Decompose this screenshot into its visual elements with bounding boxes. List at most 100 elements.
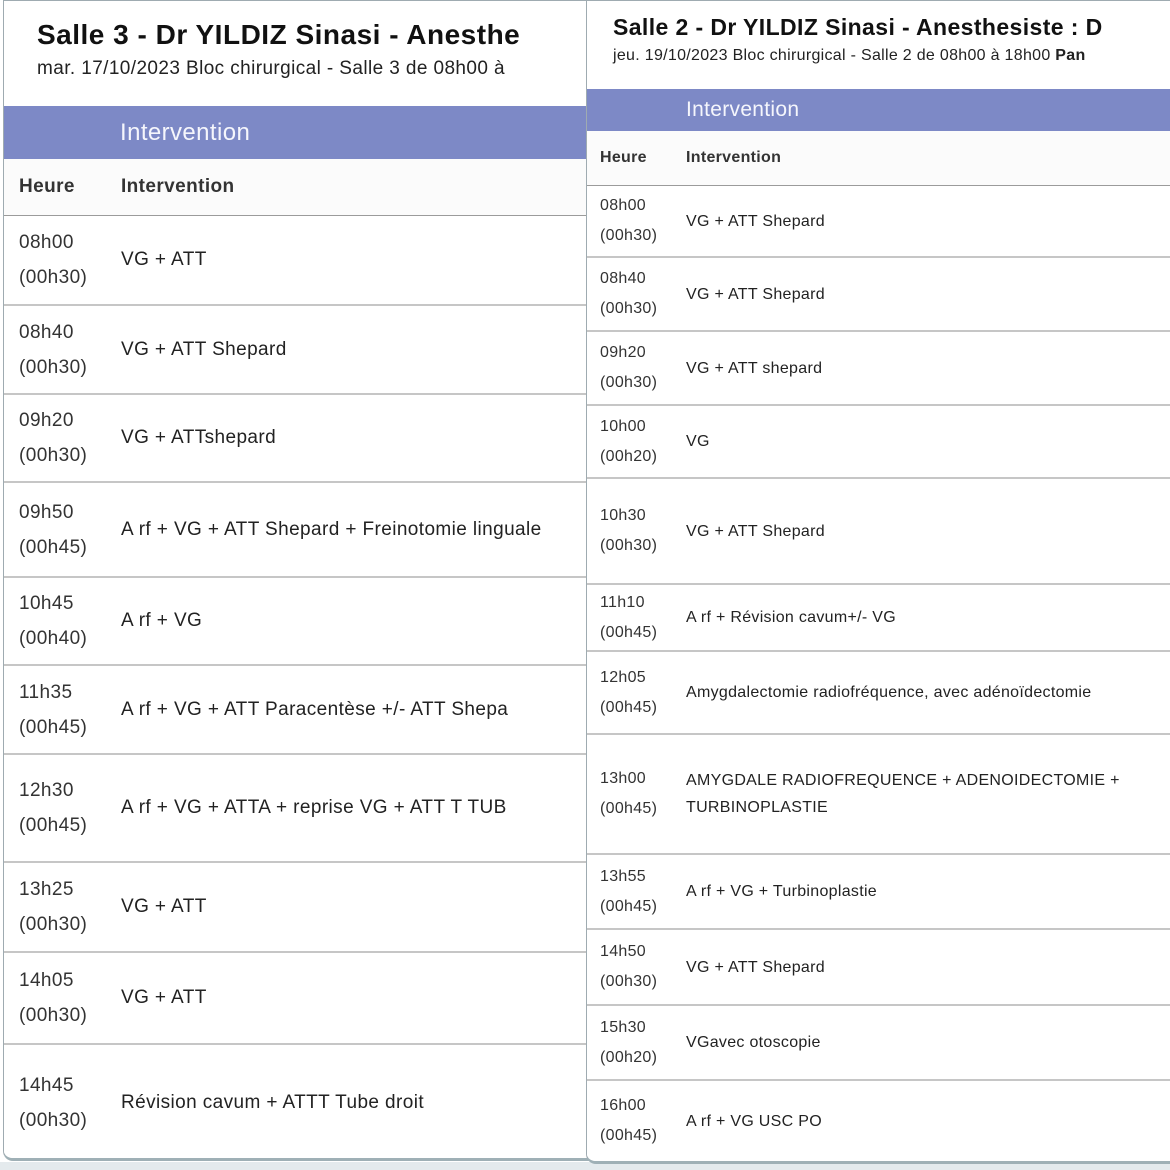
time-cell: 11h35 (00h45)	[4, 666, 121, 753]
column-header-intervention: Intervention	[121, 176, 235, 197]
start-time: 10h45	[19, 593, 74, 614]
time-cell: 13h00 (00h45)	[587, 735, 686, 853]
time-cell: 08h40 (00h30)	[4, 306, 121, 393]
intervention-cell: A rf + VG + ATT Paracentèse +/- ATT Shep…	[121, 666, 777, 753]
intervention-label: A rf + VG	[121, 610, 203, 631]
time-cell: 08h00 (00h30)	[4, 216, 121, 304]
duration: (00h45)	[600, 1127, 658, 1144]
intervention-label: VG + ATT shepard	[686, 359, 823, 377]
time-cell: 10h00 (00h20)	[587, 406, 686, 477]
panel-title: Salle 3 - Dr YILDIZ Sinasi - Anesthe	[37, 19, 521, 50]
intervention-cell: VG + ATT Shepard	[686, 186, 1170, 256]
start-time: 12h05	[600, 668, 646, 686]
intervention-cell: Amygdalectomie radiofréquence, avec adén…	[686, 652, 1170, 733]
table-row[interactable]: 13h00 (00h45) AMYGDALE RADIOFREQUENCE + …	[587, 733, 1170, 853]
time-cell: 10h45 (00h40)	[4, 578, 121, 664]
panel-subtitle: jeu. 19/10/2023 Bloc chirurgical - Salle…	[613, 47, 1170, 65]
intervention-cell: A rf + VG + ATTA + reprise VG + ATT T TU…	[121, 755, 777, 861]
intervention-section-bar: Intervention	[587, 89, 1170, 131]
time-cell: 12h30 (00h45)	[4, 755, 121, 861]
intervention-cell: VG	[686, 406, 1170, 477]
table-row[interactable]: 16h00 (00h45) A rf + VG USC PO	[587, 1079, 1170, 1161]
intervention-cell: A rf + VG + Turbinoplastie	[686, 855, 1170, 928]
duration: (00h30)	[19, 1110, 88, 1131]
table-row[interactable]: 14h50 (00h30) VG + ATT Shepard	[587, 928, 1170, 1004]
table-header-row: Heure Intervention	[587, 131, 1170, 186]
intervention-cell: VG + ATT	[121, 863, 777, 951]
time-cell: 14h50 (00h30)	[587, 930, 686, 1004]
table-row[interactable]: 12h05 (00h45) Amygdalectomie radiofréque…	[587, 650, 1170, 733]
table-row[interactable]: 10h30 (00h30) VG + ATT Shepard	[587, 477, 1170, 583]
start-time: 08h00	[600, 197, 646, 214]
duration: (00h45)	[600, 897, 658, 915]
start-time: 13h55	[600, 867, 646, 885]
intervention-label: VG + ATTshepard	[121, 427, 277, 448]
start-time: 08h40	[600, 270, 646, 287]
panel-subtitle-text: jeu. 19/10/2023 Bloc chirurgical - Salle…	[613, 47, 1056, 64]
start-time: 13h00	[600, 770, 646, 787]
duration: (00h30)	[19, 356, 88, 378]
time-cell: 09h20 (00h30)	[4, 395, 121, 481]
start-time: 10h00	[600, 417, 646, 435]
duration: (00h30)	[600, 973, 658, 990]
intervention-label: VG + ATT	[121, 896, 207, 917]
panel-title: Salle 2 - Dr YILDIZ Sinasi - Anesthesist…	[613, 14, 1103, 40]
intervention-label: VG + ATT Shepard	[686, 212, 825, 230]
table-row[interactable]: 09h20 (00h30) VG + ATT shepard	[587, 330, 1170, 404]
start-time: 08h00	[19, 232, 74, 253]
intervention-cell: A rf + Révision cavum+/- VG	[686, 585, 1170, 650]
duration: (00h30)	[19, 267, 88, 288]
duration: (00h45)	[600, 623, 658, 641]
panel-subtitle-bold: Pan	[1055, 47, 1086, 64]
intervention-label: A rf + VG + ATT Shepard + Freinotomie li…	[121, 518, 542, 540]
duration: (00h45)	[19, 815, 88, 836]
start-time: 14h45	[19, 1075, 74, 1096]
intervention-cell: VG + ATT Shepard	[686, 930, 1170, 1004]
start-time: 09h20	[600, 344, 646, 361]
duration: (00h30)	[19, 445, 88, 466]
start-time: 09h50	[19, 501, 74, 523]
start-time: 15h30	[600, 1018, 646, 1036]
intervention-label: A rf + VG + Turbinoplastie	[686, 883, 878, 900]
intervention-label: A rf + VG + ATT Paracentèse +/- ATT Shep…	[121, 698, 509, 720]
start-time: 14h05	[19, 970, 74, 991]
table-row[interactable]: 08h00 (00h30) VG + ATT Shepard	[587, 186, 1170, 256]
column-header-heure: Heure	[600, 149, 647, 166]
time-cell: 16h00 (00h45)	[587, 1081, 686, 1161]
table-row[interactable]: 10h00 (00h20) VG	[587, 404, 1170, 477]
intervention-cell: VG + ATT	[121, 953, 777, 1043]
section-bar-label: Intervention	[686, 98, 800, 121]
intervention-cell: A rf + VG + ATT Shepard + Freinotomie li…	[121, 483, 777, 576]
page-background-strip	[0, 1162, 1170, 1170]
intervention-cell: VG + ATT Shepard	[121, 306, 777, 393]
intervention-cell: VG + ATT	[121, 216, 777, 304]
duration: (00h30)	[600, 374, 658, 391]
duration: (00h45)	[600, 698, 658, 716]
duration: (00h40)	[19, 628, 88, 649]
intervention-cell: AMYGDALE RADIOFREQUENCE + ADENOIDECTOMIE…	[686, 735, 1170, 853]
intervention-label: Amygdalectomie radiofréquence, avec adén…	[686, 684, 1092, 701]
intervention-cell: VG + ATT shepard	[686, 332, 1170, 404]
start-time: 11h10	[600, 593, 645, 611]
intervention-label: VG + ATT	[121, 987, 207, 1008]
table-row[interactable]: 11h10 (00h45) A rf + Révision cavum+/- V…	[587, 583, 1170, 650]
start-time: 09h20	[19, 410, 74, 431]
time-cell: 13h55 (00h45)	[587, 855, 686, 928]
panel-header: Salle 2 - Dr YILDIZ Sinasi - Anesthesist…	[587, 1, 1170, 89]
intervention-label: VG + ATT Shepard	[686, 522, 825, 540]
intervention-label: Révision cavum + ATTT Tube droit	[121, 1092, 425, 1113]
intervention-cell: VGavec otoscopie	[686, 1006, 1170, 1079]
table-row[interactable]: 15h30 (00h20) VGavec otoscopie	[587, 1004, 1170, 1079]
table-body: 08h00 (00h30) VG + ATT Shepard 08h40 (00…	[587, 186, 1170, 1161]
table-row[interactable]: 13h55 (00h45) A rf + VG + Turbinoplastie	[587, 853, 1170, 928]
section-bar-label: Intervention	[120, 119, 251, 146]
intervention-label: VG + ATT Shepard	[121, 338, 287, 360]
duration: (00h20)	[600, 447, 658, 465]
start-time: 14h50	[600, 943, 646, 960]
intervention-cell: Révision cavum + ATTT Tube droit	[121, 1045, 777, 1158]
start-time: 12h30	[19, 780, 74, 801]
table-row[interactable]: 08h40 (00h30) VG + ATT Shepard	[587, 256, 1170, 330]
intervention-label: A rf + VG + ATTA + reprise VG + ATT T TU…	[121, 797, 507, 818]
intervention-cell: A rf + VG USC PO	[686, 1081, 1170, 1161]
duration: (00h30)	[600, 300, 658, 317]
